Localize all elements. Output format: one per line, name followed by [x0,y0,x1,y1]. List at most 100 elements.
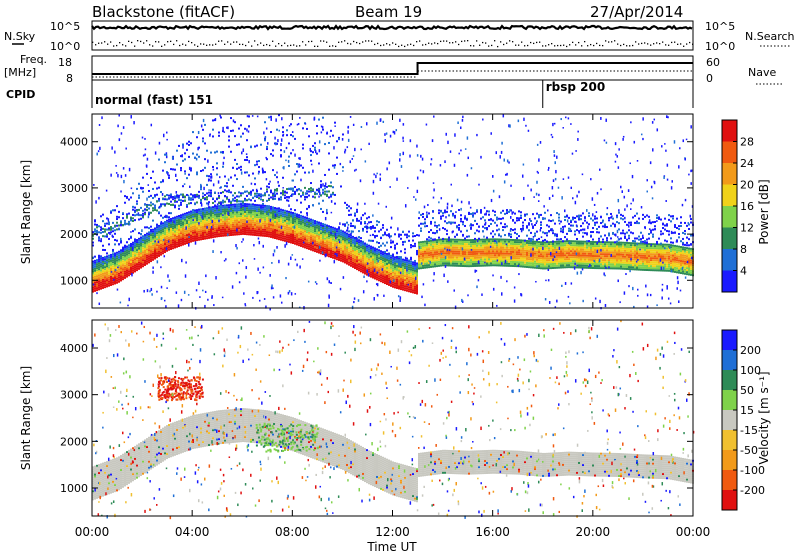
power-cell [360,242,362,244]
power-cell [492,230,494,232]
nsearch-point [179,45,180,46]
power-cell [340,242,342,244]
power-cell [360,270,362,272]
power-cell [508,211,510,213]
power-cell [120,253,122,255]
power-cell [294,138,296,140]
power-cell [104,258,106,260]
power-cell [458,259,460,261]
power-cell [136,203,138,205]
power-cell [492,250,494,252]
power-cell [396,277,398,279]
power-cell [476,251,478,253]
power-cell [480,239,482,241]
power-cell [252,228,254,230]
power-cell [546,263,548,265]
nsearch-point [143,42,144,43]
power-cell [438,253,440,255]
power-cell [434,263,436,265]
power-cell [572,248,574,250]
power-cell [494,214,496,216]
nsearch-point [524,45,525,46]
power-cell [130,257,132,259]
power-cell [302,167,304,169]
power-cell [566,246,568,248]
power-cell [476,230,478,232]
power-cell [568,264,570,266]
power-cell [192,228,194,230]
power-cell [574,260,576,262]
power-cell [324,238,326,240]
power-cell [344,255,346,257]
power-cell [154,243,156,245]
power-cell [288,231,290,233]
power-cell [316,132,318,134]
power-cell [558,265,560,267]
power-cell [514,249,516,251]
power-cell [432,248,434,250]
power-cell [444,211,446,213]
power-cell [380,266,382,268]
power-cell [180,222,182,224]
power-cell [284,228,286,230]
power-cell [360,268,362,270]
power-cell [208,235,210,237]
power-cell [450,255,452,257]
power-cell [442,250,444,252]
power-cell [328,251,330,253]
power-cell [216,211,218,213]
power-cell [584,241,586,243]
power-cell [206,219,208,221]
power-cell [422,253,424,255]
power-cell [234,204,236,206]
power-cell [426,242,428,244]
power-cell [238,225,240,227]
power-cell [414,292,416,294]
power-cell [274,198,276,200]
power-cell [292,218,294,220]
power-cell [568,248,570,250]
power-cell [566,260,568,262]
power-cell [322,233,324,235]
power-cell [402,244,404,246]
power-cell [152,253,154,255]
power-cell [226,216,228,218]
power-cell [448,264,450,266]
power-cell [432,242,434,244]
power-cell [268,186,270,188]
power-cell [114,274,116,276]
power-cell [576,266,578,268]
power-cell [234,210,236,212]
power-cell [372,275,374,277]
power-cell [560,238,562,240]
power-cell [470,243,472,245]
power-cell [484,253,486,255]
power-cell [338,247,340,249]
power-cell [174,244,176,246]
power-cell [384,256,386,258]
power-cell [104,249,106,251]
power-cell [134,258,136,260]
power-cell [110,264,112,266]
power-cell [420,243,422,245]
power-cell [404,279,406,281]
power-cell [558,255,560,257]
power-cell [460,243,462,245]
power-cell [552,245,554,247]
power-cell [344,261,346,263]
power-cell [364,259,366,261]
power-cell [142,243,144,245]
power-cell [188,141,190,143]
power-cell [450,259,452,261]
power-cell [436,263,438,265]
power-cell [448,221,450,223]
power-cell [298,218,300,220]
power-cell [556,241,558,243]
power-cell [290,221,292,223]
power-cell [186,149,188,151]
power-cell [566,252,568,254]
power-cell [300,219,302,221]
power-cell [150,242,152,244]
power-cell [332,135,334,137]
power-cell [130,243,132,245]
